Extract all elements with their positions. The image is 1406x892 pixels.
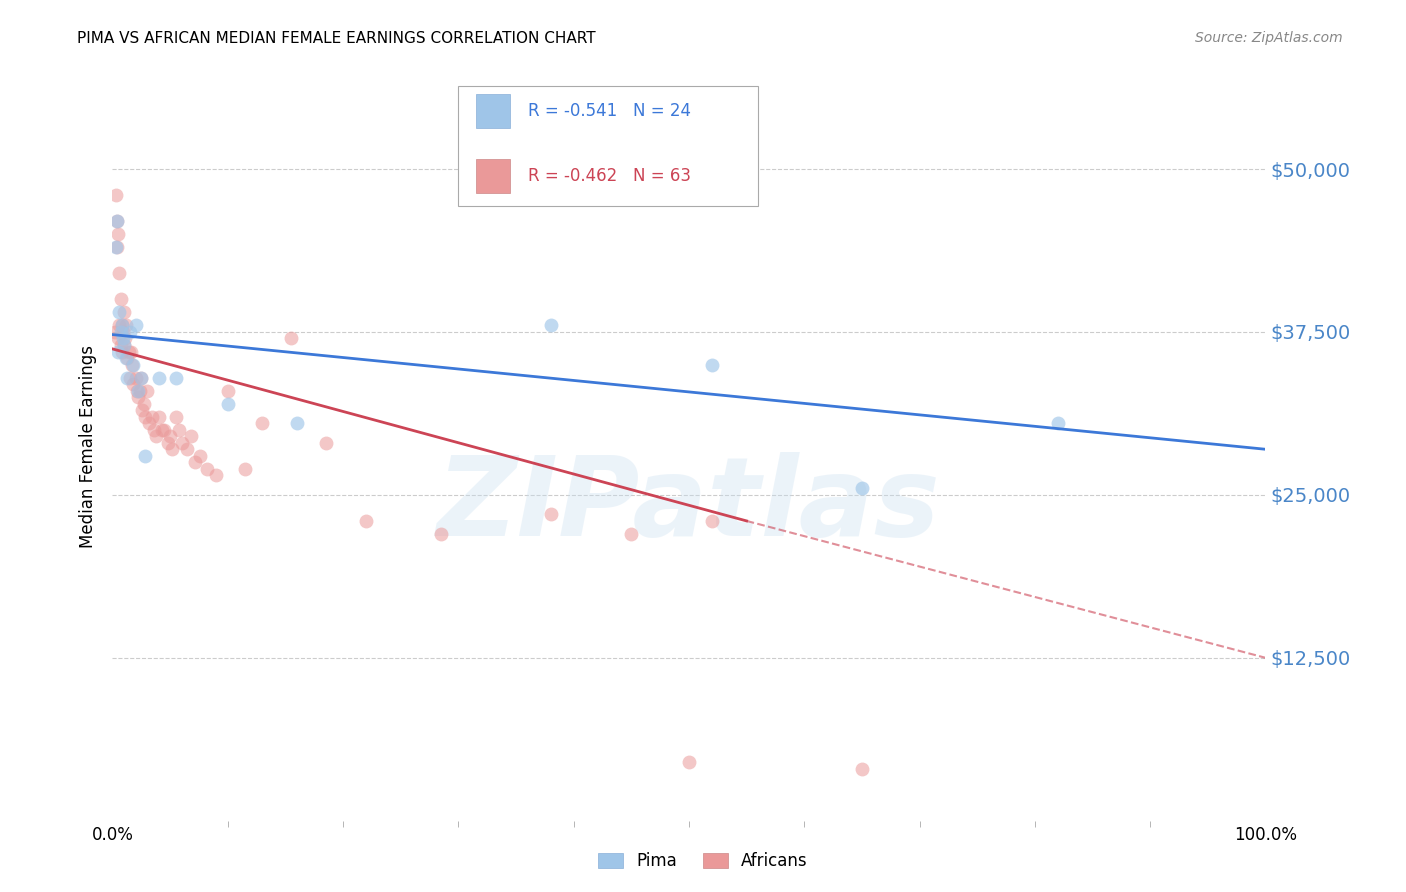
Point	[150, 423, 173, 437]
Point	[851, 762, 873, 776]
Point	[148, 370, 170, 384]
Point	[118, 325, 141, 339]
Point	[125, 384, 148, 398]
Point	[354, 514, 377, 528]
Point	[117, 351, 139, 365]
Point	[233, 462, 256, 476]
Point	[111, 344, 134, 359]
Point	[111, 318, 134, 333]
Point	[156, 435, 179, 450]
FancyBboxPatch shape	[458, 87, 758, 206]
Text: R = -0.541   N = 24: R = -0.541 N = 24	[527, 102, 690, 120]
Point	[127, 390, 149, 404]
Point	[176, 442, 198, 457]
Text: ZIPatlas: ZIPatlas	[437, 452, 941, 559]
Point	[540, 508, 562, 522]
Point	[134, 409, 156, 424]
Text: Source: ZipAtlas.com: Source: ZipAtlas.com	[1195, 31, 1343, 45]
Point	[1046, 416, 1069, 430]
Point	[105, 214, 128, 228]
Text: R = -0.462   N = 63: R = -0.462 N = 63	[527, 167, 690, 185]
Point	[159, 429, 181, 443]
Point	[129, 370, 153, 384]
Point	[180, 429, 202, 443]
Point	[700, 358, 723, 372]
Point	[104, 188, 127, 202]
Point	[205, 468, 228, 483]
Point	[118, 370, 141, 384]
Point	[195, 462, 218, 476]
Point	[851, 481, 873, 495]
Point	[111, 325, 134, 339]
Point	[129, 370, 153, 384]
Point	[107, 344, 129, 359]
Point	[620, 527, 643, 541]
Point	[104, 240, 127, 254]
Point	[117, 344, 139, 359]
Point	[122, 358, 145, 372]
Point	[108, 305, 131, 319]
Point	[112, 338, 135, 352]
Point	[540, 318, 562, 333]
Point	[124, 370, 146, 384]
FancyBboxPatch shape	[475, 159, 510, 193]
Point	[136, 384, 159, 398]
Point	[112, 338, 135, 352]
Point	[217, 384, 239, 398]
FancyBboxPatch shape	[475, 94, 510, 128]
Point	[110, 325, 132, 339]
Point	[138, 416, 160, 430]
Point	[115, 318, 138, 333]
Point	[145, 429, 167, 443]
Point	[108, 266, 131, 280]
Point	[104, 325, 127, 339]
Point	[114, 331, 136, 345]
Point	[285, 416, 308, 430]
Point	[188, 449, 211, 463]
Point	[678, 755, 700, 769]
Point	[120, 344, 142, 359]
Point	[121, 358, 143, 372]
Point	[280, 331, 302, 345]
Legend: Pima, Africans: Pima, Africans	[592, 846, 814, 877]
Point	[105, 240, 128, 254]
Point	[107, 331, 129, 345]
Point	[700, 514, 723, 528]
Point	[127, 384, 149, 398]
Point	[170, 435, 193, 450]
Point	[143, 423, 166, 437]
Point	[165, 370, 187, 384]
Point	[107, 227, 129, 242]
Point	[430, 527, 453, 541]
Text: PIMA VS AFRICAN MEDIAN FEMALE EARNINGS CORRELATION CHART: PIMA VS AFRICAN MEDIAN FEMALE EARNINGS C…	[77, 31, 596, 46]
Point	[315, 435, 337, 450]
Point	[252, 416, 274, 430]
Point	[111, 318, 134, 333]
Point	[110, 293, 132, 307]
Point	[148, 409, 170, 424]
Point	[111, 331, 134, 345]
Point	[165, 409, 187, 424]
Point	[153, 423, 176, 437]
Point	[105, 214, 128, 228]
Y-axis label: Median Female Earnings: Median Female Earnings	[79, 344, 97, 548]
Point	[124, 318, 146, 333]
Point	[134, 449, 156, 463]
Point	[184, 455, 207, 469]
Point	[115, 351, 138, 365]
Point	[131, 403, 153, 417]
Point	[112, 305, 135, 319]
Point	[117, 370, 139, 384]
Point	[217, 397, 239, 411]
Point	[122, 377, 145, 392]
Point	[169, 423, 191, 437]
Point	[129, 384, 152, 398]
Point	[110, 338, 132, 352]
Point	[141, 409, 163, 424]
Point	[162, 442, 184, 457]
Point	[108, 318, 131, 333]
Point	[132, 397, 155, 411]
